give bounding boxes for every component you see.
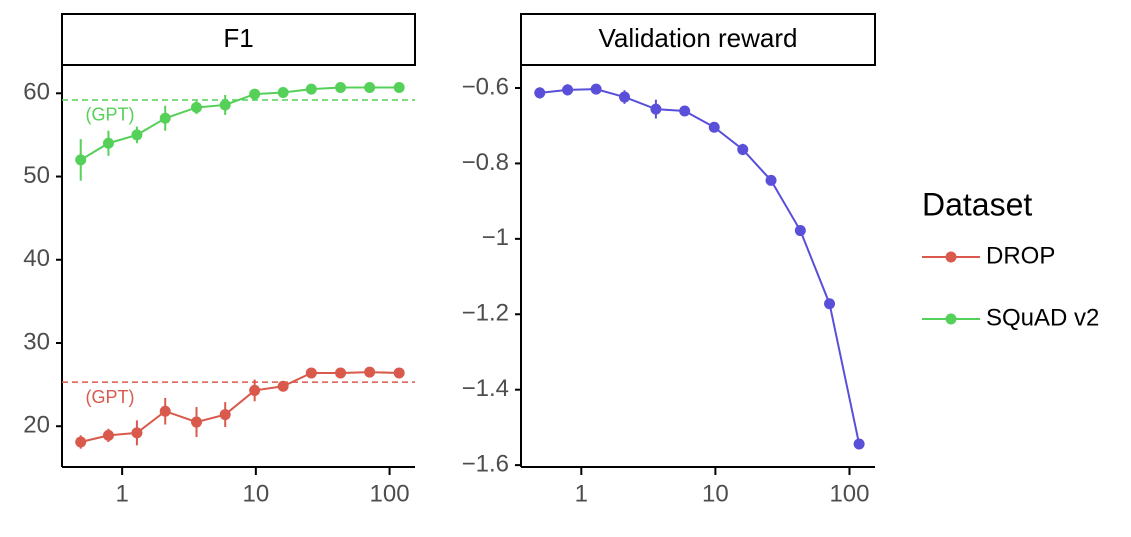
- point: [102, 137, 114, 149]
- point: [393, 81, 405, 93]
- point: [102, 429, 114, 441]
- x-tick-label: 1: [115, 480, 128, 507]
- point: [364, 81, 376, 93]
- legend-label: SQuAD v2: [986, 304, 1099, 331]
- point: [765, 174, 777, 186]
- point: [650, 103, 662, 115]
- y-tick-label: −0.6: [462, 73, 509, 100]
- point: [159, 112, 171, 124]
- y-tick-label: 30: [23, 328, 50, 355]
- point: [737, 143, 749, 155]
- reference-label: (GPT): [86, 387, 135, 407]
- point: [534, 87, 546, 99]
- point: [335, 81, 347, 93]
- y-tick-label: −1.6: [462, 450, 509, 477]
- point: [679, 105, 691, 117]
- facet-header: [520, 13, 876, 66]
- x-tick-label: 1: [575, 480, 588, 507]
- series-line: [80, 371, 400, 444]
- point: [249, 88, 261, 100]
- y-tick-label: −0.8: [462, 149, 509, 176]
- x-axis-label: Pretraining loss coefficient: [282, 535, 655, 537]
- point: [853, 438, 865, 450]
- point: [277, 380, 289, 392]
- x-tick-label: 100: [370, 480, 410, 507]
- y-tick-label: −1.2: [462, 300, 509, 327]
- legend-title: Dataset: [922, 186, 1032, 222]
- series-line: [539, 88, 861, 445]
- x-tick-label: 10: [242, 480, 269, 507]
- point: [708, 121, 720, 133]
- point: [219, 99, 231, 111]
- point: [824, 298, 836, 310]
- point: [393, 367, 405, 379]
- point: [590, 83, 602, 95]
- x-tick-label: 100: [829, 480, 869, 507]
- legend-label: DROP: [986, 242, 1055, 269]
- point: [335, 367, 347, 379]
- y-tick-label: 20: [23, 412, 50, 439]
- point: [191, 416, 203, 428]
- y-tick-label: −1.4: [462, 375, 509, 402]
- point: [131, 129, 143, 141]
- point: [75, 436, 87, 448]
- point: [191, 101, 203, 113]
- point: [364, 366, 376, 378]
- point: [219, 409, 231, 421]
- facet-header: [61, 13, 416, 66]
- y-tick-label: −1: [482, 224, 509, 251]
- point: [562, 84, 574, 96]
- reference-label: (GPT): [86, 105, 135, 125]
- point: [305, 367, 317, 379]
- point: [131, 427, 143, 439]
- legend-swatch-point: [945, 313, 957, 325]
- facet-title: Validation reward: [599, 23, 798, 53]
- x-tick-label: 10: [702, 480, 729, 507]
- y-tick-label: 40: [23, 245, 50, 272]
- y-tick-label: 50: [23, 162, 50, 189]
- point: [277, 86, 289, 98]
- point: [159, 405, 171, 417]
- point: [619, 91, 631, 103]
- legend-swatch-point: [945, 251, 957, 263]
- point: [305, 83, 317, 95]
- facet-title: F1: [223, 23, 253, 53]
- y-tick-label: 60: [23, 79, 50, 106]
- point: [249, 384, 261, 396]
- point: [794, 225, 806, 237]
- point: [75, 154, 87, 166]
